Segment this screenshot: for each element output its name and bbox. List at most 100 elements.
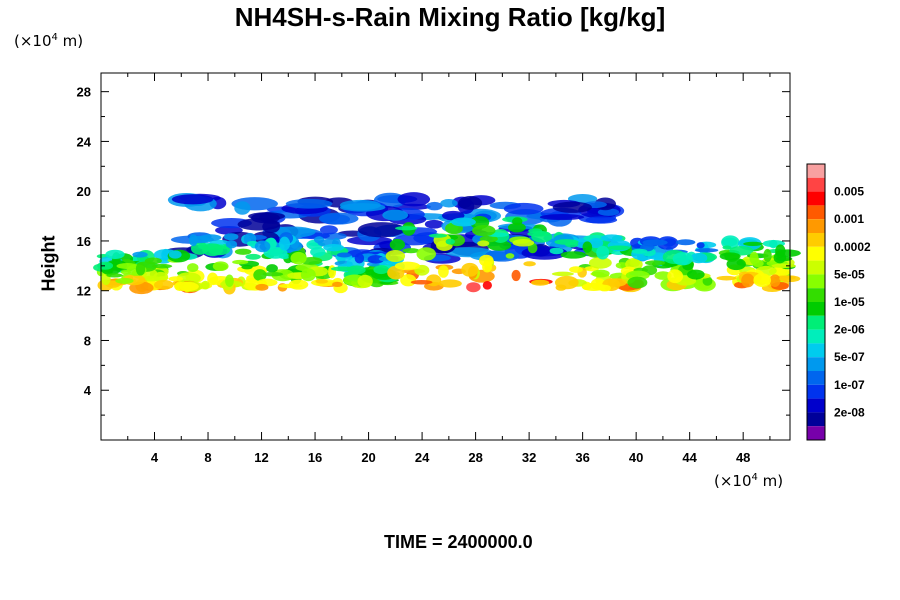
field-cell-blob (507, 222, 526, 233)
field-cell-blob (378, 256, 388, 262)
colorbar-segment (807, 371, 825, 385)
field-anvil-blob (503, 202, 544, 215)
field-cell-blob (631, 248, 648, 254)
colorbar-label: 0.001 (834, 212, 864, 226)
colorbar-label: 0.0002 (834, 240, 871, 254)
x-tick-label: 48 (736, 450, 750, 465)
y-tick-label: 16 (77, 234, 91, 249)
field-cell-blob (254, 240, 271, 253)
field-cell-blob (410, 279, 433, 285)
field-cell-blob (482, 261, 493, 273)
field-cell-blob (97, 261, 114, 270)
field-cell-blob (482, 280, 492, 290)
field-cell-blob (225, 240, 238, 249)
colorbar-segment (807, 384, 825, 399)
field-anvil-blob (318, 212, 359, 225)
field-cell-blob (201, 280, 210, 290)
field-cell-blob (395, 226, 418, 231)
field-cell-blob (741, 273, 755, 288)
field-cell-blob (394, 261, 420, 271)
field-cell-blob (656, 236, 679, 250)
colorbar-frame (806, 163, 826, 441)
field-cell-blob (477, 240, 490, 247)
field-cell-blob (600, 234, 623, 242)
field-cell-blob (255, 283, 269, 291)
x-tick-label: 8 (204, 450, 211, 465)
y-tick-label: 24 (77, 134, 92, 149)
field-cell-blob (607, 278, 627, 287)
field-cell-blob (223, 233, 239, 241)
field-cell-blob (310, 247, 326, 257)
field-cell-blob (672, 252, 693, 266)
field-cell-blob (332, 281, 343, 288)
x-tick-label: 44 (682, 450, 697, 465)
colorbar-segment (807, 177, 825, 192)
x-tick-label: 4 (151, 450, 159, 465)
plot-frame (100, 72, 791, 441)
field-cell-blob (278, 283, 303, 289)
field-cell-blob (152, 263, 173, 269)
field-cell-blob (161, 248, 171, 261)
field-cell-blob (749, 251, 759, 265)
field-cell-blob (132, 251, 148, 258)
colorbar-segment (807, 288, 825, 302)
colorbar-label: 1e-05 (834, 295, 865, 309)
colorbar-label: 0.005 (834, 185, 864, 199)
field-cell-blob (687, 269, 705, 280)
field-cell-blob (675, 239, 696, 246)
field-anvil-blob (382, 209, 409, 221)
field-cell-blob (315, 279, 328, 284)
field-anvil-blob (424, 219, 444, 229)
field-anvil-blob (339, 203, 386, 212)
field-cell-blob (769, 239, 778, 249)
field-cell-blob (588, 257, 612, 269)
field-cell-blob (225, 274, 234, 287)
field-anvil-blob (397, 192, 431, 207)
field-cell-blob (726, 258, 746, 271)
field-cell-blob (212, 261, 229, 272)
field-cell-blob (667, 269, 684, 284)
field-cell-blob (581, 282, 606, 291)
chart-title: NH4SH-s-Rain Mixing Ratio [kg/kg] (234, 2, 666, 32)
field-anvil-blob (585, 216, 618, 224)
field-cell-blob (438, 279, 462, 288)
field-cell-blob (438, 265, 449, 278)
field-anvil-blob (171, 194, 214, 205)
colorbar-label: 1e-07 (834, 378, 865, 392)
colorbar-segment (807, 357, 825, 371)
y-axis-unit: (×104 m) (14, 32, 84, 50)
field-cell-blob (199, 234, 222, 242)
field-cell-blob (187, 263, 199, 273)
field-cell-blob (615, 262, 629, 269)
colorbar-segment (807, 412, 825, 427)
field-cell-blob (763, 248, 772, 263)
field-cell-blob (106, 273, 123, 278)
field-cell-blob (716, 275, 737, 281)
field-cell-blob (336, 252, 352, 258)
colorbar-segment (807, 246, 825, 261)
y-tick-label: 4 (84, 383, 92, 398)
field-cell-blob (554, 275, 579, 290)
field-cell-blob (589, 238, 604, 249)
field-cell-blob (300, 268, 316, 282)
field-cell-blob (323, 243, 345, 252)
y-tick-label: 20 (77, 184, 91, 199)
field-cell-blob (451, 217, 476, 227)
field-anvil-blob (440, 199, 458, 208)
field-cell-blob (702, 276, 713, 286)
colorbar-segment (807, 191, 825, 206)
colorbar-segment (807, 329, 825, 344)
field-anvil-blob (458, 196, 483, 210)
field-cell-blob (569, 266, 583, 273)
x-tick-label: 20 (361, 450, 375, 465)
field-cell-blob (313, 236, 325, 244)
field-cell-blob (771, 263, 796, 269)
field-cell-blob (188, 234, 198, 247)
field-cell-blob (511, 269, 521, 282)
field-cell-blob (245, 253, 261, 260)
field-cell-blob (385, 250, 406, 262)
field-cell-blob (560, 251, 587, 259)
field-anvil-blob (285, 198, 333, 209)
field-cell-blob (402, 248, 420, 254)
